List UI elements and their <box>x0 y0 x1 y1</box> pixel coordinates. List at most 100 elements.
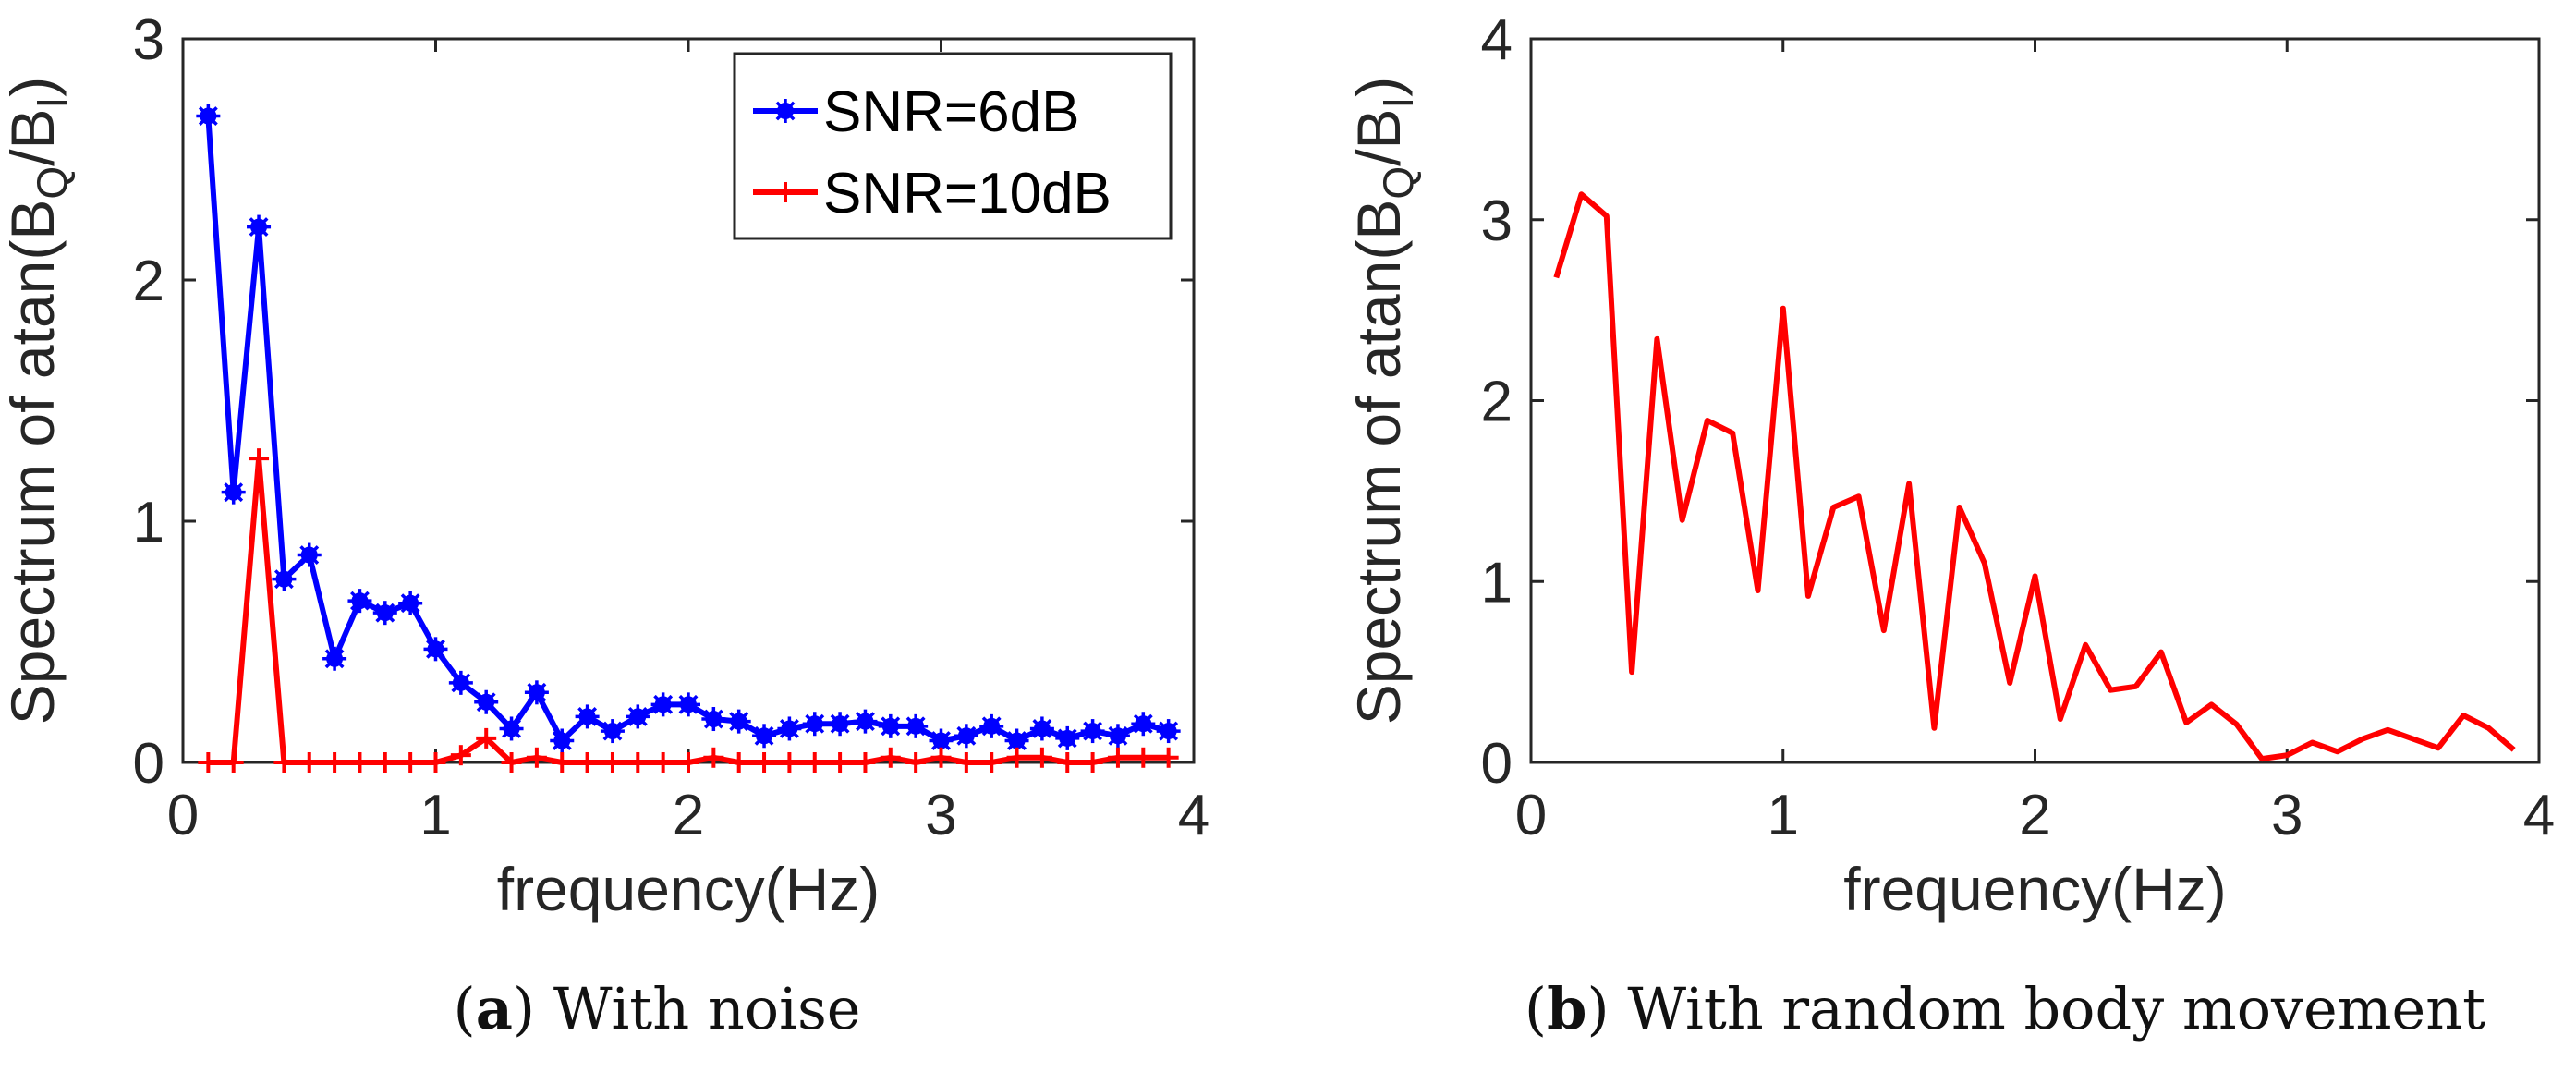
x-tick-label: 3 <box>2271 784 2303 847</box>
data-point-ray <box>956 725 977 746</box>
data-point-ray <box>224 482 244 503</box>
data-point-marker <box>400 752 421 773</box>
data-point-marker <box>221 480 246 505</box>
legend-label: SNR=10dB <box>823 162 1112 225</box>
data-point-marker <box>726 709 751 734</box>
series-line-SNR=10dB <box>208 456 1169 765</box>
data-point-ray <box>1007 731 1027 750</box>
data-point-marker <box>678 752 699 773</box>
data-point-marker <box>930 747 952 768</box>
data-point-marker <box>223 752 244 773</box>
x-axis-label: frequency(Hz) <box>1843 855 2226 923</box>
data-point-marker <box>853 709 878 734</box>
data-point-marker <box>476 727 497 749</box>
data-point-ray <box>856 712 875 732</box>
data-point-marker <box>372 601 397 626</box>
data-point-marker <box>524 680 549 705</box>
data-point-marker <box>324 752 346 773</box>
data-point-marker <box>398 591 423 615</box>
y-tick-label: 4 <box>1481 8 1513 72</box>
x-tick-label: 4 <box>1178 784 1209 847</box>
data-point-marker <box>627 752 649 773</box>
data-point-ray <box>375 603 395 623</box>
data-point-ray <box>198 106 218 126</box>
data-point-ray <box>577 706 598 726</box>
data-point-ray <box>779 719 799 738</box>
data-point-ray <box>703 709 723 729</box>
data-point-ray <box>627 706 648 726</box>
panel-a-chart: 0 1 2 3 4 0 1 2 3 frequency(Hz) Spectrum of atan(B… <box>0 8 1209 923</box>
data-point-ray <box>981 716 1002 737</box>
y-axis-label-part: /B <box>0 109 67 166</box>
x-tick-label: 2 <box>2019 784 2050 847</box>
data-point-ray <box>1057 728 1077 749</box>
data-point-ray <box>1108 725 1128 746</box>
y-axis-label-subscript: I <box>28 97 76 109</box>
data-point-ray <box>552 731 572 750</box>
data-point-marker <box>575 704 600 729</box>
data-point-ray <box>653 694 674 714</box>
data-point-marker <box>650 692 675 717</box>
x-tick-label: 0 <box>167 784 199 847</box>
data-point-marker <box>272 566 297 591</box>
legend: SNR=6dB SNR=10dB <box>733 52 1173 240</box>
data-point-ray <box>451 673 471 693</box>
data-point-marker <box>1158 747 1179 768</box>
data-point-marker <box>1055 725 1080 750</box>
data-point-marker <box>855 752 876 773</box>
data-point-marker <box>981 752 1002 773</box>
data-point-marker <box>425 752 446 773</box>
y-tick-label: 0 <box>1481 732 1513 796</box>
panel-b-chart: 0 1 2 3 4 0 1 2 3 4 frequency(Hz) Spectrum of atan(… <box>1344 8 2555 923</box>
x-axis-label: frequency(Hz) <box>497 855 880 923</box>
data-point-marker <box>552 752 573 773</box>
axes-box <box>1529 37 2541 764</box>
panel-b-caption: (b) With random body movement <box>1524 975 2486 1042</box>
data-point-ray <box>527 682 547 702</box>
y-tick-label: 1 <box>1481 551 1513 615</box>
data-point-marker <box>954 724 978 749</box>
x-tick-label: 1 <box>1768 784 1799 847</box>
data-point-marker <box>297 542 322 567</box>
legend-marker-ray <box>775 101 796 121</box>
data-point-marker <box>754 752 775 773</box>
data-point-ray <box>729 712 749 732</box>
y-axis-label-part: ) <box>0 77 67 97</box>
data-point-marker <box>298 752 320 773</box>
y-tick-label: 3 <box>1481 189 1513 253</box>
data-point-marker <box>196 104 221 128</box>
data-point-marker <box>198 752 219 773</box>
data-point-marker <box>601 752 623 773</box>
panel-a-caption-letter: a <box>475 975 513 1042</box>
data-point-marker <box>1131 712 1156 737</box>
y-axis-label-part: Spectrum of atan(B <box>0 200 67 725</box>
data-point-marker <box>450 745 471 766</box>
data-point-ray <box>502 719 521 738</box>
data-point-marker <box>752 724 777 749</box>
x-tick-label: 3 <box>925 784 956 847</box>
data-point-marker <box>1107 747 1128 768</box>
data-point-ray <box>1083 721 1103 741</box>
data-point-marker <box>1004 728 1029 753</box>
data-point-marker <box>347 589 372 614</box>
y-tick-label: 0 <box>133 732 164 796</box>
data-point-ray <box>476 692 496 713</box>
data-point-ray <box>1133 713 1153 734</box>
y-tick-label: 2 <box>1481 371 1513 434</box>
data-point-marker <box>448 670 473 695</box>
data-point-marker <box>701 707 726 732</box>
data-point-marker <box>374 752 395 773</box>
data-point-marker <box>676 692 700 717</box>
series-line-movement <box>1553 191 2516 762</box>
panel-b-caption-text: With random body movement <box>1627 975 2486 1042</box>
legend-label: SNR=6dB <box>823 80 1079 144</box>
data-point-marker <box>804 752 825 773</box>
data-point-marker <box>249 448 270 469</box>
data-point-ray <box>249 217 269 238</box>
data-point-marker <box>423 637 448 662</box>
data-point-ray <box>426 639 445 659</box>
y-axis-label-subscript: Q <box>1374 166 1422 200</box>
data-point-marker <box>1105 724 1130 749</box>
data-point-marker <box>474 689 499 714</box>
x-tick-label: 0 <box>1515 784 1547 847</box>
